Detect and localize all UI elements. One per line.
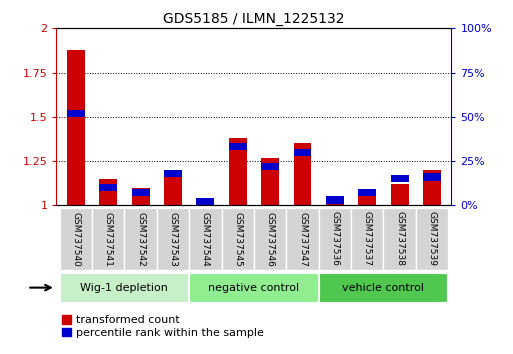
FancyBboxPatch shape (157, 208, 189, 270)
FancyBboxPatch shape (319, 273, 448, 303)
Bar (261, 158, 279, 205)
Bar (293, 143, 311, 205)
Bar (326, 196, 344, 204)
FancyBboxPatch shape (125, 208, 157, 270)
Bar (100, 179, 117, 205)
Bar (326, 202, 344, 205)
FancyBboxPatch shape (351, 208, 383, 270)
Bar (67, 110, 85, 117)
Bar (132, 189, 149, 196)
Bar (391, 184, 408, 205)
Bar (293, 149, 311, 156)
FancyBboxPatch shape (319, 208, 351, 270)
Text: GSM737546: GSM737546 (266, 211, 274, 267)
Text: GSM737537: GSM737537 (363, 211, 372, 267)
FancyBboxPatch shape (222, 208, 254, 270)
Bar (423, 170, 441, 205)
Bar (423, 173, 441, 181)
FancyBboxPatch shape (286, 208, 319, 270)
Legend: transformed count, percentile rank within the sample: transformed count, percentile rank withi… (62, 315, 264, 338)
Bar (391, 175, 408, 182)
FancyBboxPatch shape (92, 208, 125, 270)
Bar (100, 184, 117, 191)
FancyBboxPatch shape (189, 208, 222, 270)
Text: vehicle control: vehicle control (343, 282, 424, 293)
Bar (67, 50, 85, 205)
Bar (229, 143, 247, 150)
FancyBboxPatch shape (60, 273, 189, 303)
Text: GSM737544: GSM737544 (201, 212, 210, 266)
FancyBboxPatch shape (416, 208, 448, 270)
Bar (132, 188, 149, 205)
Text: GSM737539: GSM737539 (427, 211, 437, 267)
Text: GSM737540: GSM737540 (71, 211, 81, 267)
FancyBboxPatch shape (60, 208, 92, 270)
Text: GSM737543: GSM737543 (168, 211, 177, 267)
Text: GSM737538: GSM737538 (395, 211, 404, 267)
Text: GSM737541: GSM737541 (104, 211, 113, 267)
Bar (164, 172, 182, 205)
Text: GSM737547: GSM737547 (298, 211, 307, 267)
FancyBboxPatch shape (254, 208, 286, 270)
Bar (261, 163, 279, 170)
Text: negative control: negative control (208, 282, 300, 293)
Bar (196, 202, 214, 205)
Text: GSM737542: GSM737542 (136, 212, 145, 266)
Bar (229, 138, 247, 205)
Title: GDS5185 / ILMN_1225132: GDS5185 / ILMN_1225132 (163, 12, 345, 26)
FancyBboxPatch shape (383, 208, 416, 270)
Bar (359, 189, 376, 196)
Text: GSM737536: GSM737536 (330, 211, 340, 267)
Text: Wig-1 depletion: Wig-1 depletion (81, 282, 168, 293)
Text: GSM737545: GSM737545 (233, 211, 242, 267)
Bar (196, 198, 214, 205)
Bar (359, 191, 376, 205)
FancyBboxPatch shape (189, 273, 319, 303)
Bar (164, 170, 182, 177)
